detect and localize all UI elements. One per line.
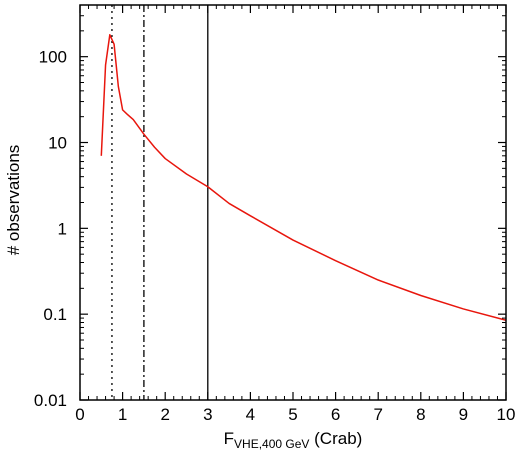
y-tick-label: 0.01 [34,391,67,410]
axis-ticks [79,4,507,401]
x-tick-label: 2 [160,405,169,424]
x-axis-label-sub: VHE,400 GeV [234,437,309,451]
x-tick-label: 9 [459,405,468,424]
x-tick-label: 7 [373,405,382,424]
x-tick-label: 10 [497,405,516,424]
x-axis-label-unit: (Crab) [309,429,362,448]
tick-labels: 0 1 2 3 4 5 6 7 8 9 10 0.01 0.1 1 10 100 [34,48,516,424]
x-axis-label-main: F [224,429,234,448]
y-axis-label: # observations [4,145,23,256]
y-tick-label: 10 [48,134,67,153]
x-tick-label: 6 [331,405,340,424]
x-tick-label: 3 [203,405,212,424]
y-tick-label: 1 [58,219,67,238]
y-tick-label: 100 [39,48,67,67]
plot-area [100,5,507,400]
x-axis-label: FVHE,400 GeV (Crab) [224,429,363,451]
series-line-0 [100,34,507,321]
y-tick-label: 0.1 [43,305,67,324]
x-tick-label: 8 [416,405,425,424]
x-tick-label: 4 [246,405,255,424]
x-tick-label: 0 [75,405,84,424]
x-tick-label: 1 [118,405,127,424]
x-tick-label: 5 [288,405,297,424]
